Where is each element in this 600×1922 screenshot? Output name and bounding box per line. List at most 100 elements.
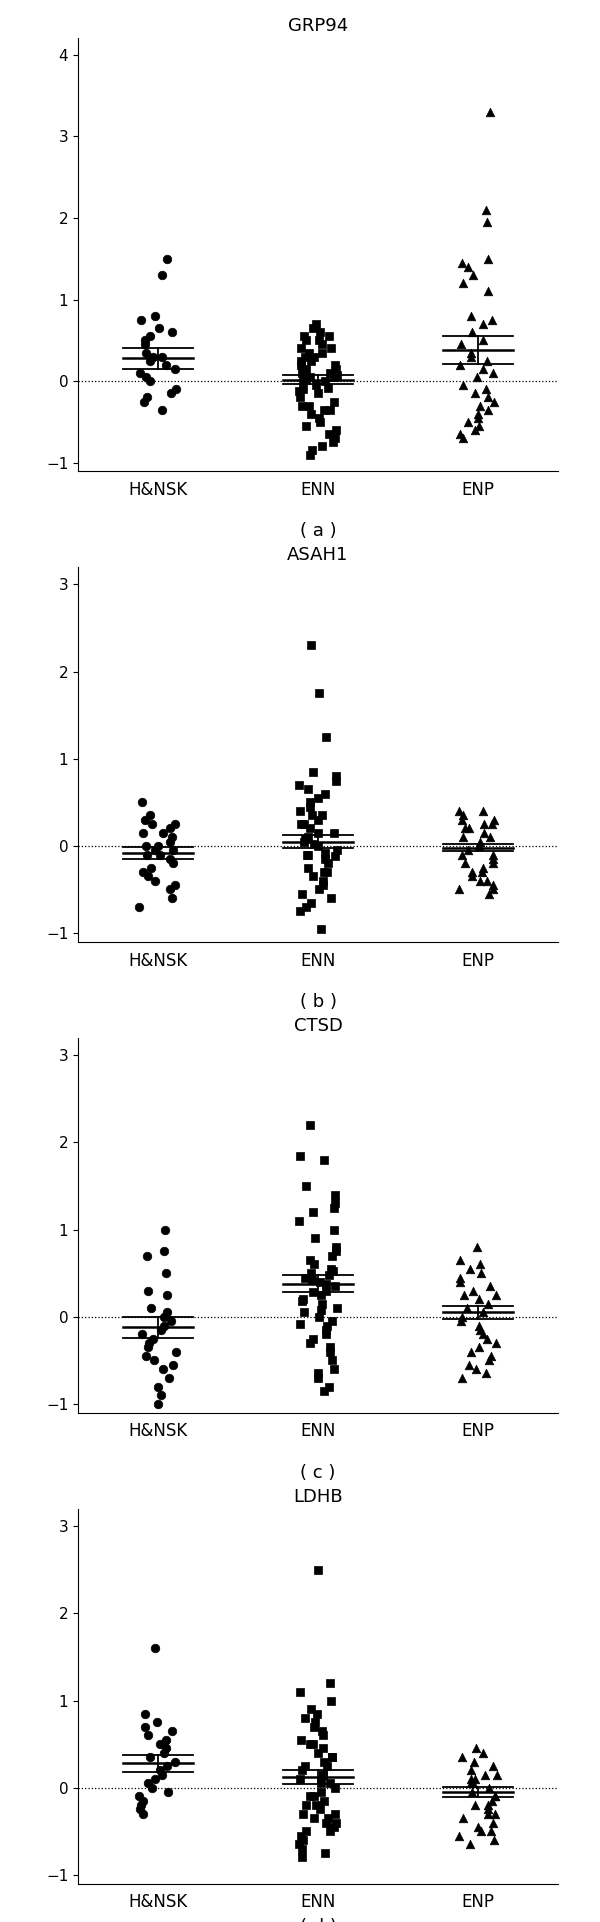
Point: [315, 317, 325, 348]
Point: [476, 390, 485, 421]
Point: [331, 1236, 341, 1267]
Point: [299, 1297, 309, 1328]
Point: [317, 1288, 327, 1318]
Point: [297, 390, 307, 421]
Point: [295, 1309, 305, 1340]
Point: [478, 354, 488, 384]
Point: [316, 1294, 326, 1324]
Point: [458, 823, 467, 853]
Point: [154, 830, 163, 861]
Point: [478, 851, 488, 882]
Point: [325, 1816, 335, 1847]
Point: [299, 321, 309, 352]
Point: [142, 1342, 151, 1372]
Point: [298, 878, 307, 909]
Point: [301, 1263, 310, 1294]
Point: [470, 379, 479, 409]
Point: [306, 398, 316, 429]
Point: [312, 1699, 322, 1730]
Point: [159, 1311, 169, 1342]
Point: [319, 1720, 328, 1751]
Point: [465, 1830, 475, 1860]
Point: [144, 1328, 154, 1359]
Point: [304, 336, 314, 367]
Point: [314, 1359, 323, 1390]
Point: [326, 1253, 336, 1284]
Point: [309, 1249, 319, 1280]
Point: [140, 329, 149, 359]
Point: [488, 875, 497, 905]
Point: [295, 769, 304, 800]
Point: [137, 786, 146, 817]
Point: [316, 1280, 325, 1311]
Point: [314, 1301, 323, 1332]
Point: [167, 882, 176, 913]
Point: [296, 809, 305, 840]
Point: [457, 1363, 467, 1393]
Point: [146, 1294, 156, 1324]
Point: [328, 427, 338, 457]
Point: [469, 1747, 479, 1778]
Point: [317, 1716, 327, 1747]
Point: [299, 1799, 308, 1830]
Point: [303, 840, 313, 871]
Point: [296, 1820, 306, 1851]
Point: [464, 813, 473, 844]
Point: [326, 333, 335, 363]
Point: [476, 1257, 486, 1288]
Point: [454, 796, 464, 826]
Title: GRP94: GRP94: [288, 17, 348, 35]
Point: [151, 300, 160, 331]
Point: [473, 1812, 483, 1843]
Point: [161, 1257, 171, 1288]
Point: [476, 1816, 485, 1847]
Point: [162, 1280, 172, 1311]
Point: [464, 407, 473, 438]
Point: [166, 379, 176, 409]
Point: [458, 423, 468, 454]
Point: [329, 1812, 338, 1843]
Point: [326, 1686, 336, 1716]
Point: [484, 244, 493, 275]
Point: [323, 373, 333, 404]
Point: [150, 1634, 160, 1664]
Point: [303, 823, 313, 853]
Point: [482, 208, 491, 238]
Point: [488, 848, 498, 878]
Point: [485, 1270, 495, 1301]
Point: [151, 865, 160, 896]
Point: [323, 848, 333, 878]
Point: [467, 1768, 476, 1799]
Point: [329, 361, 339, 392]
Title: CTSD: CTSD: [293, 1017, 343, 1034]
Point: [479, 817, 489, 848]
Point: [141, 336, 151, 367]
Point: [163, 1751, 172, 1782]
Point: [329, 1192, 339, 1222]
Point: [330, 1270, 340, 1301]
Point: [488, 844, 498, 875]
Point: [478, 1318, 488, 1349]
Point: [160, 1737, 169, 1768]
Point: [322, 1311, 332, 1342]
Point: [168, 1349, 178, 1380]
Point: [305, 1728, 314, 1759]
Point: [169, 848, 178, 878]
Point: [168, 834, 178, 865]
Point: [472, 1232, 481, 1263]
Point: [307, 346, 316, 377]
Point: [463, 252, 472, 283]
Point: [318, 1759, 328, 1789]
Point: [146, 321, 155, 352]
Point: [311, 1707, 320, 1737]
Point: [491, 1328, 501, 1359]
Point: [150, 834, 160, 865]
Point: [301, 823, 310, 853]
Point: [309, 342, 319, 373]
Point: [313, 830, 322, 861]
Point: [163, 1776, 173, 1807]
Point: [162, 244, 172, 275]
Point: [327, 1345, 337, 1376]
Point: [484, 878, 494, 909]
Point: [463, 834, 473, 865]
